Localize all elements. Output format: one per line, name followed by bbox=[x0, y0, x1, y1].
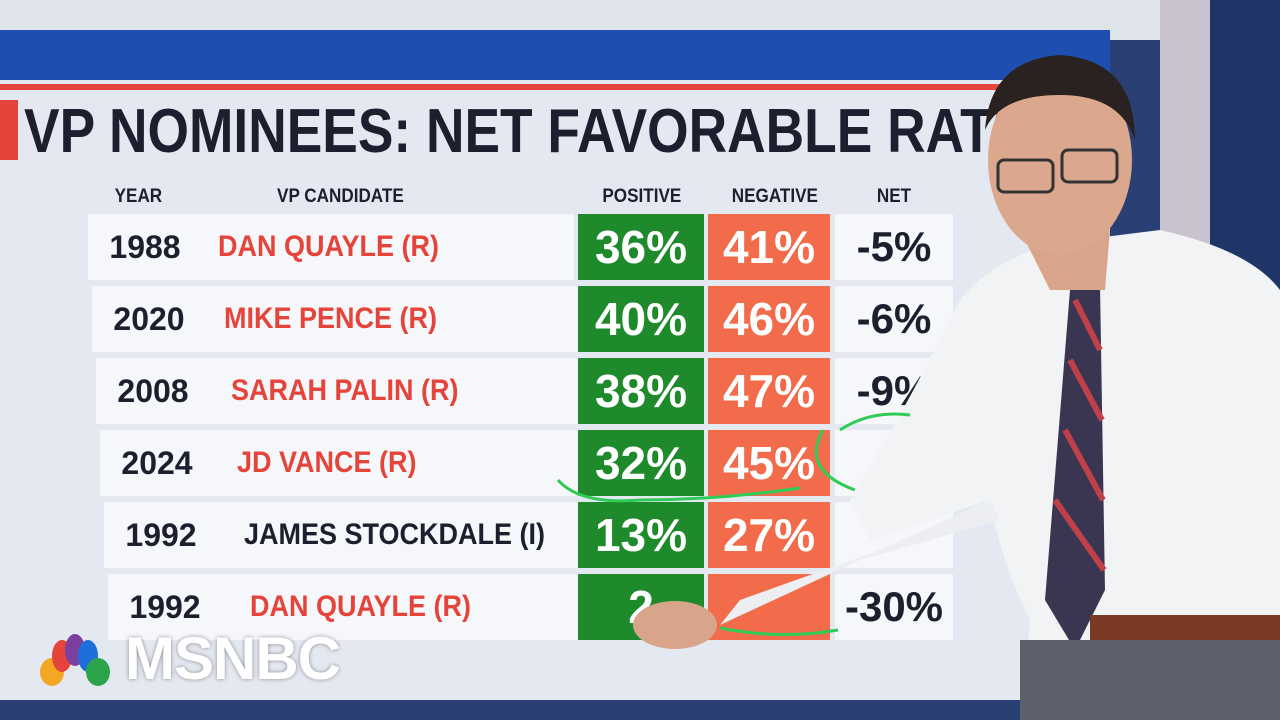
negative: 46% bbox=[708, 286, 830, 352]
negative: 45% bbox=[708, 430, 830, 496]
net: -30% bbox=[835, 574, 953, 640]
negative: 47% bbox=[708, 358, 830, 424]
glasses bbox=[996, 158, 1055, 194]
year: 2020 bbox=[113, 300, 185, 337]
head bbox=[988, 65, 1132, 255]
glasses bbox=[1060, 148, 1119, 184]
column-header: VP CANDIDATE bbox=[277, 186, 404, 207]
positive: 36% bbox=[578, 214, 704, 280]
candidate: DAN QUAYLE (R) bbox=[250, 590, 472, 623]
top-band bbox=[0, 30, 1110, 86]
positive: 32% bbox=[578, 430, 704, 496]
negative: 27% bbox=[708, 502, 830, 568]
column-header: POSITIVE bbox=[602, 186, 682, 207]
negative: 41% bbox=[708, 214, 830, 280]
year: 2008 bbox=[117, 372, 189, 409]
candidate: JAMES STOCKDALE (I) bbox=[243, 518, 545, 551]
row-bg bbox=[88, 214, 574, 280]
red-rule bbox=[0, 84, 1110, 90]
title-accent bbox=[0, 100, 18, 160]
row-bg bbox=[100, 430, 586, 496]
title: VP NOMINEES: NET FAVORABLE RATING bbox=[24, 97, 1088, 166]
hand bbox=[633, 601, 717, 649]
year: 2024 bbox=[121, 444, 193, 481]
logo-peacock bbox=[30, 632, 120, 688]
feather bbox=[86, 658, 110, 686]
candidate: MIKE PENCE (R) bbox=[224, 302, 438, 335]
column-header: NET bbox=[876, 186, 912, 207]
row-bg bbox=[108, 574, 594, 640]
net: -6% bbox=[835, 286, 953, 352]
peacock bbox=[40, 634, 110, 686]
tie-stripes bbox=[1052, 298, 1107, 572]
tie bbox=[1045, 285, 1105, 650]
positive: 13% bbox=[578, 502, 704, 568]
year: 1992 bbox=[129, 588, 201, 625]
year: 1992 bbox=[125, 516, 197, 553]
arm bbox=[720, 500, 1000, 625]
candidate: DAN QUAYLE (R) bbox=[218, 230, 440, 263]
row-bg bbox=[104, 502, 590, 568]
logo-text: MSNBC bbox=[125, 625, 341, 692]
row-bg bbox=[96, 358, 582, 424]
hair bbox=[985, 55, 1135, 140]
candidate: JD VANCE (R) bbox=[237, 446, 417, 479]
candidate: SARAH PALIN (R) bbox=[230, 374, 459, 407]
column-header: YEAR bbox=[114, 186, 163, 207]
positive: 40% bbox=[578, 286, 704, 352]
row-bg bbox=[92, 286, 578, 352]
net: -5% bbox=[835, 214, 953, 280]
positive: 38% bbox=[578, 358, 704, 424]
trousers bbox=[1020, 640, 1280, 720]
column-header: NEGATIVE bbox=[731, 186, 818, 207]
year: 1988 bbox=[109, 228, 181, 265]
annotation-marks bbox=[556, 412, 911, 637]
